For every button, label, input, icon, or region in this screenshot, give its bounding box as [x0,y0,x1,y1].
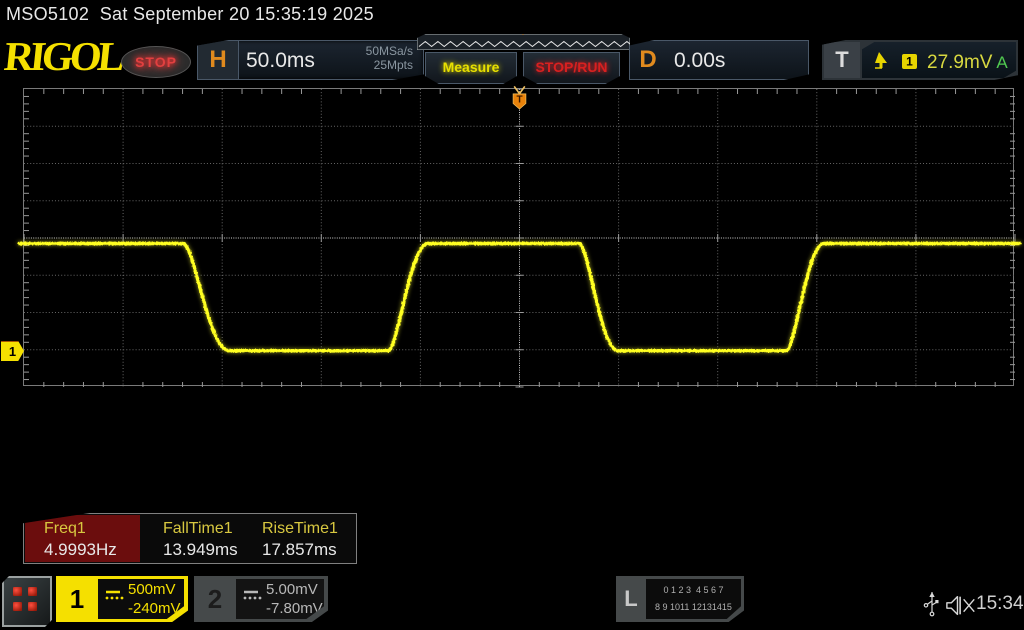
svg-text:1: 1 [906,55,913,69]
svg-text:A: A [996,53,1008,72]
svg-text:T: T [516,94,522,105]
svg-text:27.9mV: 27.9mV [927,52,993,73]
